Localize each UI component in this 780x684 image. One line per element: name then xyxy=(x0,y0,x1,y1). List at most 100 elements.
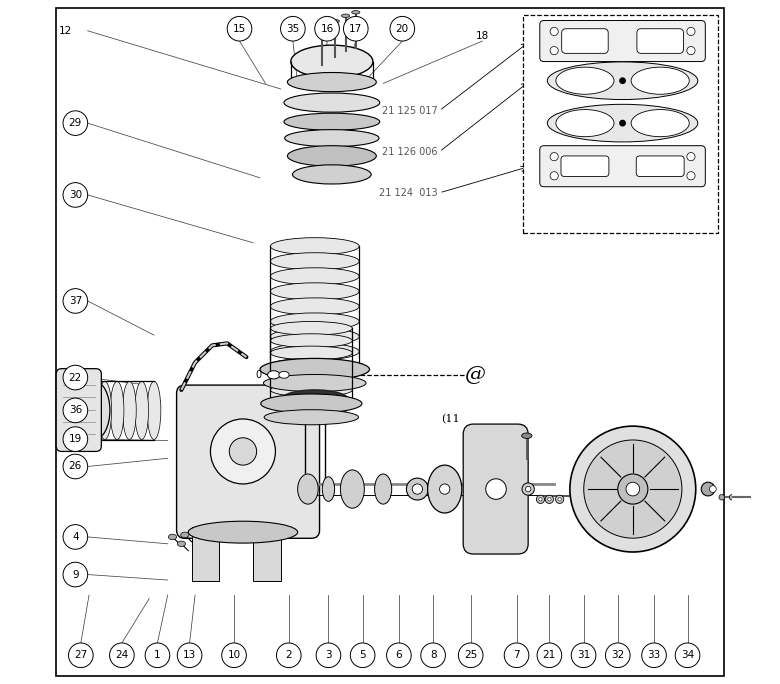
Text: 32: 32 xyxy=(612,650,625,660)
Text: 19: 19 xyxy=(69,434,82,444)
Ellipse shape xyxy=(631,67,690,94)
Ellipse shape xyxy=(526,486,531,492)
Text: 22: 22 xyxy=(69,373,82,382)
Ellipse shape xyxy=(282,407,347,421)
Ellipse shape xyxy=(147,382,161,439)
Text: 2: 2 xyxy=(285,650,292,660)
Ellipse shape xyxy=(211,419,275,484)
Ellipse shape xyxy=(79,382,110,439)
Circle shape xyxy=(618,474,648,504)
Bar xyxy=(254,527,281,581)
FancyBboxPatch shape xyxy=(540,21,705,62)
Ellipse shape xyxy=(539,498,542,501)
Ellipse shape xyxy=(271,238,360,255)
Circle shape xyxy=(63,183,87,207)
FancyBboxPatch shape xyxy=(562,29,608,53)
Ellipse shape xyxy=(710,486,716,492)
Ellipse shape xyxy=(556,67,614,94)
Circle shape xyxy=(675,643,700,668)
Ellipse shape xyxy=(135,382,148,439)
Ellipse shape xyxy=(486,479,506,499)
Text: @: @ xyxy=(465,365,486,384)
Ellipse shape xyxy=(261,394,362,413)
Ellipse shape xyxy=(406,478,428,500)
Ellipse shape xyxy=(168,534,176,540)
Circle shape xyxy=(63,289,87,313)
Ellipse shape xyxy=(284,114,380,131)
Ellipse shape xyxy=(548,105,698,142)
Circle shape xyxy=(316,643,341,668)
FancyBboxPatch shape xyxy=(176,385,320,538)
Text: 18: 18 xyxy=(476,31,489,40)
Ellipse shape xyxy=(271,334,353,347)
Circle shape xyxy=(177,643,202,668)
Ellipse shape xyxy=(440,484,450,494)
Ellipse shape xyxy=(271,268,360,285)
Ellipse shape xyxy=(352,10,360,14)
Circle shape xyxy=(619,77,626,84)
Text: 0: 0 xyxy=(255,370,261,380)
Ellipse shape xyxy=(287,73,376,92)
Circle shape xyxy=(387,643,411,668)
Ellipse shape xyxy=(110,382,124,439)
FancyBboxPatch shape xyxy=(637,29,683,53)
Text: 6: 6 xyxy=(395,650,402,660)
Circle shape xyxy=(570,426,696,552)
Circle shape xyxy=(281,16,305,41)
Circle shape xyxy=(619,120,626,127)
Ellipse shape xyxy=(719,495,725,500)
Circle shape xyxy=(550,27,558,36)
Circle shape xyxy=(350,643,375,668)
Ellipse shape xyxy=(292,165,371,184)
Ellipse shape xyxy=(548,498,551,501)
Circle shape xyxy=(63,525,87,549)
FancyBboxPatch shape xyxy=(636,156,684,176)
Ellipse shape xyxy=(317,27,326,31)
Ellipse shape xyxy=(271,383,353,397)
Circle shape xyxy=(687,153,695,161)
Text: 33: 33 xyxy=(647,650,661,660)
Text: 21 126 006: 21 126 006 xyxy=(382,147,438,157)
Ellipse shape xyxy=(271,321,353,335)
Circle shape xyxy=(571,643,596,668)
Circle shape xyxy=(459,643,483,668)
Text: 9: 9 xyxy=(72,570,79,579)
Text: 34: 34 xyxy=(681,650,694,660)
Text: 21 124  013: 21 124 013 xyxy=(379,188,438,198)
Ellipse shape xyxy=(260,358,370,380)
Ellipse shape xyxy=(340,470,364,508)
Circle shape xyxy=(550,47,558,55)
Ellipse shape xyxy=(271,298,360,315)
Ellipse shape xyxy=(322,477,335,501)
Circle shape xyxy=(550,172,558,180)
Ellipse shape xyxy=(537,495,544,503)
Text: 27: 27 xyxy=(74,650,87,660)
Ellipse shape xyxy=(701,482,715,496)
Text: 16: 16 xyxy=(321,24,334,34)
Bar xyxy=(192,527,219,581)
Ellipse shape xyxy=(332,19,339,23)
Ellipse shape xyxy=(271,328,360,345)
Text: 20: 20 xyxy=(395,24,409,34)
Circle shape xyxy=(687,172,695,180)
Text: 24: 24 xyxy=(115,650,129,660)
Ellipse shape xyxy=(271,371,353,384)
Circle shape xyxy=(550,153,558,161)
Circle shape xyxy=(63,427,87,451)
Ellipse shape xyxy=(281,390,349,410)
Circle shape xyxy=(109,643,134,668)
Circle shape xyxy=(626,482,640,496)
Ellipse shape xyxy=(631,109,690,137)
Ellipse shape xyxy=(271,358,353,372)
Ellipse shape xyxy=(729,495,735,500)
Text: 13: 13 xyxy=(183,650,197,660)
Text: 31: 31 xyxy=(577,650,590,660)
Text: 10: 10 xyxy=(228,650,240,660)
FancyBboxPatch shape xyxy=(540,146,705,187)
Bar xyxy=(523,15,718,233)
Text: 8: 8 xyxy=(430,650,436,660)
Text: 37: 37 xyxy=(69,296,82,306)
Ellipse shape xyxy=(284,93,380,112)
FancyBboxPatch shape xyxy=(56,369,101,451)
Ellipse shape xyxy=(558,498,562,501)
